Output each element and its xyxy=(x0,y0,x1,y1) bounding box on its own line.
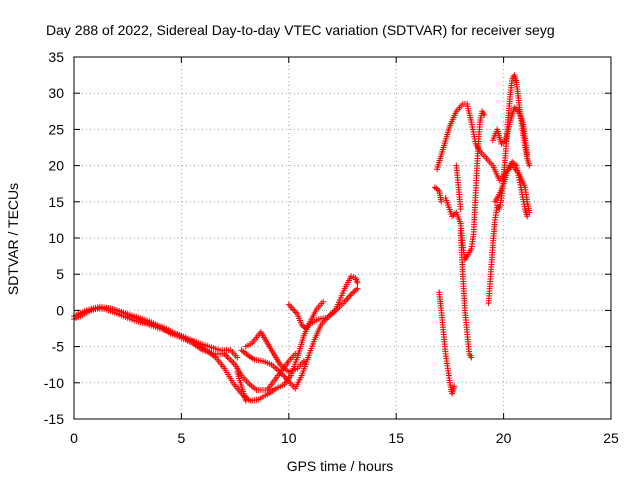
series-arc-12 xyxy=(457,227,475,361)
data-point xyxy=(227,357,234,364)
data-point xyxy=(438,198,445,205)
series-arc-13 xyxy=(453,162,464,213)
data-point xyxy=(224,353,231,360)
y-tick-label: 30 xyxy=(48,85,64,101)
x-tick-label: 5 xyxy=(178,430,186,446)
data-point xyxy=(354,285,361,292)
data-point xyxy=(514,107,521,114)
y-tick-label: -10 xyxy=(44,375,64,391)
chart-title: Day 288 of 2022, Sidereal Day-to-day VTE… xyxy=(46,22,555,38)
data-point xyxy=(354,279,361,286)
data-point xyxy=(524,213,531,220)
x-axis-label: GPS time / hours xyxy=(287,458,394,474)
data-point xyxy=(345,294,352,301)
data-point xyxy=(290,306,297,313)
data-point xyxy=(242,397,249,404)
data-point xyxy=(481,111,488,118)
y-tick-label: -15 xyxy=(44,411,64,427)
series-arc-6 xyxy=(242,329,307,375)
y-tick-label: 5 xyxy=(56,266,64,282)
series-arc-16 xyxy=(492,158,531,220)
data-point xyxy=(288,304,295,311)
series-arc-8 xyxy=(431,184,445,205)
y-tick-label: 10 xyxy=(48,230,64,246)
data-point xyxy=(524,151,531,158)
x-tick-label: 15 xyxy=(388,430,404,446)
data-point xyxy=(353,286,360,293)
series-arc-3 xyxy=(75,305,241,361)
data-point xyxy=(468,354,475,361)
series-arc-10 xyxy=(442,108,488,263)
data-point xyxy=(526,162,533,169)
data-point xyxy=(434,186,441,193)
data-point xyxy=(457,206,464,213)
grid xyxy=(74,57,611,419)
axis-ticks xyxy=(73,56,612,420)
x-tick-label: 0 xyxy=(70,430,78,446)
y-tick-label: 35 xyxy=(48,49,64,65)
data-point xyxy=(501,138,508,145)
data-markers xyxy=(71,72,533,404)
data-point xyxy=(230,360,237,367)
data-point xyxy=(292,350,299,357)
data-point xyxy=(300,358,307,365)
x-tick-label: 20 xyxy=(496,430,512,446)
data-point xyxy=(225,355,232,362)
series-arc-11 xyxy=(436,289,458,397)
data-point xyxy=(285,301,292,308)
y-tick-label: 15 xyxy=(48,194,64,210)
y-tick-label: 25 xyxy=(48,121,64,137)
data-point xyxy=(320,298,327,305)
y-tick-label: 0 xyxy=(56,302,64,318)
data-point xyxy=(451,383,458,390)
series-arc-5 xyxy=(238,285,361,392)
data-point xyxy=(287,303,294,310)
data-point xyxy=(229,358,236,365)
series-arc-15 xyxy=(489,104,531,158)
data-point xyxy=(348,290,355,297)
y-axis-label: SDTVAR / TECUs xyxy=(5,183,21,295)
series-arc-4 xyxy=(234,368,249,404)
data-point xyxy=(344,295,351,302)
data-point xyxy=(291,307,298,314)
tick-labels: 0 5 10 15 20 25 -15 -10 -5 0 5 10 15 20 25 30 35 xyxy=(44,49,619,446)
data-point xyxy=(347,292,354,299)
data-point xyxy=(512,161,519,168)
data-point xyxy=(343,297,350,304)
y-tick-label: -5 xyxy=(52,339,65,355)
data-point xyxy=(234,354,241,361)
y-tick-label: 20 xyxy=(48,158,64,174)
series-arc-2 xyxy=(71,303,299,394)
series-arc-1 xyxy=(71,298,327,404)
series-arc-7 xyxy=(285,273,361,332)
data-point xyxy=(222,352,229,359)
x-tick-label: 10 xyxy=(281,430,297,446)
x-tick-label: 25 xyxy=(603,430,619,446)
